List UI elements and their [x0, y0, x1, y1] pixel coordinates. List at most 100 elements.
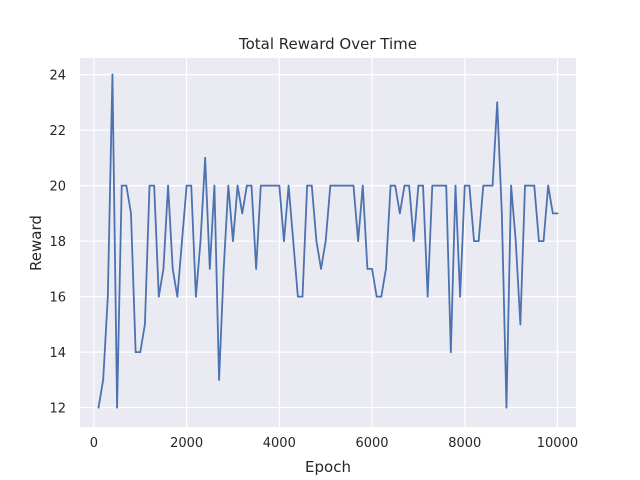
- data-point: [218, 378, 220, 381]
- data-point: [371, 267, 373, 270]
- data-point: [273, 184, 276, 187]
- series-line: [97, 73, 559, 409]
- data-point: [264, 184, 267, 187]
- data-point: [352, 184, 355, 187]
- data-point: [542, 240, 545, 243]
- data-point: [181, 240, 183, 243]
- data-point: [491, 184, 494, 187]
- data-point: [259, 184, 262, 187]
- data-point: [278, 184, 281, 187]
- y-tick-label: 24: [49, 69, 66, 84]
- data-point: [287, 184, 290, 187]
- data-point: [245, 184, 248, 187]
- data-point: [436, 184, 438, 187]
- series-layer: [97, 73, 559, 409]
- data-point: [157, 295, 160, 298]
- data-point: [459, 295, 462, 298]
- data-point: [528, 184, 531, 187]
- data-point: [315, 240, 318, 243]
- data-point: [454, 184, 457, 187]
- data-point: [510, 184, 513, 187]
- y-tick-label: 18: [49, 235, 66, 250]
- data-point: [283, 240, 285, 243]
- data-point: [167, 184, 169, 187]
- data-point: [162, 267, 165, 270]
- data-point: [463, 184, 466, 187]
- data-point: [417, 184, 420, 187]
- data-point: [431, 184, 434, 187]
- data-point: [500, 212, 503, 215]
- data-point: [236, 184, 239, 187]
- y-tick-label: 20: [49, 180, 66, 195]
- data-point: [449, 351, 452, 353]
- data-point: [153, 184, 156, 187]
- data-point: [301, 295, 304, 298]
- data-point: [130, 212, 132, 215]
- data-point: [102, 378, 105, 381]
- data-point: [547, 184, 550, 187]
- data-point: [296, 295, 299, 298]
- data-point: [533, 184, 536, 187]
- data-point: [487, 184, 489, 187]
- data-point: [134, 351, 137, 353]
- data-point: [292, 240, 295, 243]
- data-point: [111, 73, 114, 76]
- data-point: [473, 240, 475, 243]
- y-tick-label: 12: [49, 402, 66, 417]
- data-point: [468, 184, 471, 187]
- data-point: [125, 184, 128, 187]
- data-point: [357, 240, 360, 243]
- x-tick-label: 8000: [448, 436, 481, 451]
- data-point: [408, 184, 411, 187]
- data-point: [139, 351, 142, 353]
- data-point: [222, 267, 225, 270]
- data-point: [422, 184, 424, 187]
- data-point: [232, 240, 234, 243]
- data-point: [199, 240, 202, 243]
- data-point: [412, 240, 415, 243]
- data-point: [171, 267, 174, 270]
- tick-labels: 0 2000 4000 6000 8000 10000 12 14 16 18 20 22 24: [49, 69, 578, 451]
- data-point: [551, 212, 554, 215]
- data-point: [255, 267, 258, 270]
- data-point: [398, 212, 401, 215]
- data-point: [440, 184, 443, 187]
- data-point: [306, 184, 309, 187]
- data-point: [208, 267, 211, 270]
- y-tick-label: 22: [49, 124, 66, 139]
- data-point: [176, 295, 179, 298]
- data-point: [334, 184, 336, 187]
- data-point: [482, 184, 485, 187]
- x-tick-label: 10000: [537, 436, 578, 451]
- x-tick-label: 6000: [355, 436, 388, 451]
- data-point: [380, 295, 383, 298]
- data-point: [310, 184, 313, 187]
- x-tick-label: 0: [90, 436, 98, 451]
- data-point: [385, 267, 387, 270]
- data-point: [477, 240, 480, 243]
- data-point: [194, 295, 197, 298]
- data-point: [519, 323, 522, 326]
- y-tick-label: 16: [49, 291, 66, 306]
- data-point: [366, 267, 369, 270]
- data-point: [343, 184, 346, 187]
- data-point: [116, 406, 118, 409]
- data-point: [505, 406, 508, 409]
- data-point: [227, 184, 230, 187]
- data-point: [426, 295, 429, 298]
- data-point: [347, 184, 350, 187]
- y-axis-label: Reward: [27, 215, 45, 271]
- data-point: [524, 184, 526, 187]
- data-point: [250, 184, 253, 187]
- data-point: [185, 184, 188, 187]
- y-tick-label: 14: [49, 346, 66, 361]
- data-point: [204, 156, 207, 159]
- data-point: [97, 406, 100, 409]
- x-axis-label: Epoch: [305, 458, 351, 476]
- x-tick-label: 4000: [263, 436, 296, 451]
- data-point: [213, 184, 216, 187]
- x-tick-label: 2000: [170, 436, 203, 451]
- data-point: [514, 240, 517, 243]
- data-point: [394, 184, 397, 187]
